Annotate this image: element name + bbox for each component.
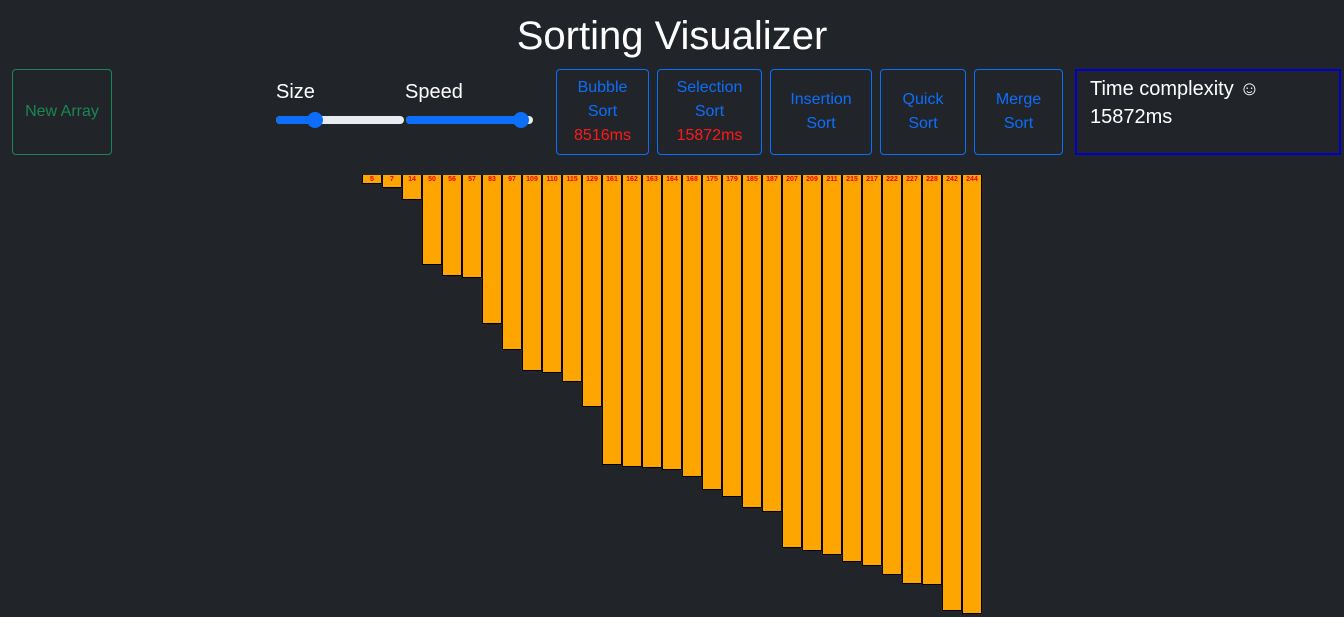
size-label: Size	[276, 81, 315, 103]
bar: 187	[762, 175, 782, 512]
bar-label: 115	[566, 176, 578, 183]
bar: 215	[842, 175, 862, 562]
bar: 110	[542, 175, 562, 373]
bar: 244	[962, 175, 982, 615]
sort-name: Merge Sort	[995, 91, 1042, 132]
bar-label: 161	[606, 176, 618, 183]
bar-label: 163	[646, 176, 658, 183]
bar: 14	[402, 175, 422, 201]
bar-label: 217	[866, 176, 878, 183]
bar-label: 187	[766, 176, 778, 183]
sort-time: 15872ms	[676, 127, 743, 144]
bar: 207	[782, 175, 802, 548]
bar: 57	[462, 175, 482, 278]
bar: 242	[942, 175, 962, 611]
bar: 228	[922, 175, 942, 586]
bar: 129	[582, 175, 602, 408]
time-value: 15872ms	[1090, 106, 1173, 128]
bar-label: 50	[428, 176, 436, 183]
size-slider[interactable]	[276, 112, 404, 128]
bar-label: 185	[746, 176, 758, 183]
bar: 211	[822, 175, 842, 555]
speed-label: Speed	[405, 81, 463, 103]
bar-label: 207	[786, 176, 798, 183]
bar: 227	[902, 175, 922, 584]
bar: 185	[742, 175, 762, 508]
sort-name: Bubble Sort	[577, 79, 628, 120]
bar: 209	[802, 175, 822, 552]
bar: 7	[382, 175, 402, 188]
sort-button[interactable]: Quick Sort	[880, 69, 966, 155]
bar: 50	[422, 175, 442, 265]
bar-label: 222	[886, 176, 898, 183]
bar-label: 227	[906, 176, 918, 183]
bar: 83	[482, 175, 502, 325]
sort-button[interactable]: Merge Sort	[974, 69, 1063, 155]
bar: 109	[522, 175, 542, 372]
bar: 56	[442, 175, 462, 276]
sort-name: Insertion Sort	[790, 91, 852, 132]
sort-name: Selection Sort	[676, 79, 743, 120]
bar-label: 211	[826, 176, 838, 183]
time-label: Time complexity ☺	[1090, 78, 1260, 100]
sort-button[interactable]: Bubble Sort 8516ms	[556, 69, 649, 155]
bar-label: 168	[686, 176, 698, 183]
bar-label: 209	[806, 176, 818, 183]
bar-label: 215	[846, 176, 858, 183]
sort-time: 8516ms	[574, 127, 631, 144]
bar-label: 97	[508, 176, 516, 183]
bar: 222	[882, 175, 902, 575]
bar: 163	[642, 175, 662, 469]
bar-label: 5	[370, 176, 374, 183]
bar-label: 179	[726, 176, 738, 183]
bar: 97	[502, 175, 522, 350]
bar-label: 129	[586, 176, 598, 183]
bar-label: 14	[408, 176, 416, 183]
time-panel: Time complexity ☺ 15872ms	[1075, 69, 1341, 155]
bar-label: 83	[488, 176, 496, 183]
bar-label: 244	[966, 176, 978, 183]
sort-name: Quick Sort	[902, 91, 944, 132]
bar: 162	[622, 175, 642, 467]
bars: 5 7 14 50 56 57 83 97 109 110 115 129 161 162 163 164 16…	[362, 175, 982, 617]
bar-label: 228	[926, 176, 938, 183]
bar-label: 242	[946, 176, 958, 183]
bar-label: 7	[390, 176, 394, 183]
bar: 161	[602, 175, 622, 465]
bar: 164	[662, 175, 682, 471]
bar-label: 110	[546, 176, 558, 183]
sort-button[interactable]: Selection Sort 15872ms	[657, 69, 762, 155]
bar: 175	[702, 175, 722, 490]
bar-label: 56	[448, 176, 456, 183]
bar: 115	[562, 175, 582, 382]
title: Sorting Visualizer	[516, 14, 828, 58]
bar-label: 162	[626, 176, 638, 183]
bar-label: 175	[706, 176, 718, 183]
bar: 5	[362, 175, 382, 184]
new-array-button[interactable]: New Array	[12, 69, 112, 155]
bar: 217	[862, 175, 882, 566]
bar-label: 164	[666, 176, 678, 183]
bar: 168	[682, 175, 702, 478]
bar-label: 57	[468, 176, 476, 183]
sort-button[interactable]: Insertion Sort	[770, 69, 872, 155]
speed-slider[interactable]	[406, 112, 533, 128]
bar: 179	[722, 175, 742, 498]
bar-label: 109	[526, 176, 538, 183]
